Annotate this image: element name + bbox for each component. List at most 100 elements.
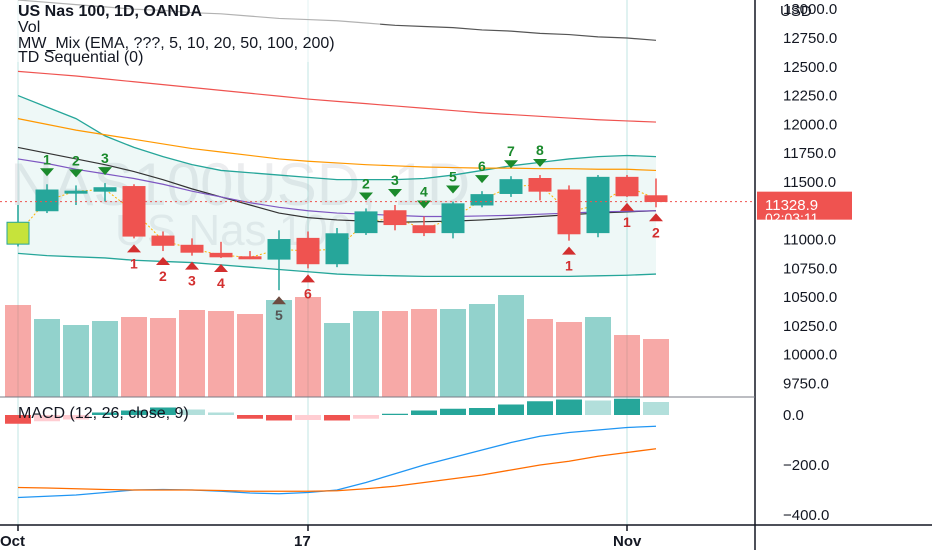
candle[interactable] bbox=[180, 238, 204, 256]
td-arrow-up-icon bbox=[214, 263, 228, 272]
ema-50-line bbox=[17, 118, 657, 172]
candle[interactable] bbox=[267, 230, 291, 291]
candle[interactable] bbox=[325, 228, 349, 268]
macd-histogram-bar bbox=[63, 415, 89, 420]
candle[interactable] bbox=[470, 191, 494, 208]
price-axis[interactable]: USD 13000.0 12750.0 12500.0 12250.0 12000.0 1… bbox=[780, 1, 837, 392]
td-sequential-legend[interactable]: TD Sequential (0) bbox=[18, 49, 143, 66]
td-count-down: 2 bbox=[159, 268, 167, 284]
candle[interactable] bbox=[528, 175, 552, 201]
macd-histogram-bar bbox=[237, 415, 263, 419]
symbol-title[interactable]: US Nas 100, 1D, OANDA bbox=[18, 3, 203, 20]
td-count-down: 1 bbox=[623, 214, 631, 230]
macd-tick-label: 0.0 bbox=[783, 407, 804, 424]
candle[interactable] bbox=[93, 183, 117, 202]
macd-legend[interactable]: MACD (12, 26, close, 9) bbox=[18, 405, 189, 422]
td-count-down: 5 bbox=[275, 307, 283, 323]
td-count-up: 2 bbox=[362, 175, 370, 191]
macd-histogram-bar bbox=[585, 400, 611, 415]
candles[interactable] bbox=[6, 175, 668, 291]
volume-bar bbox=[382, 311, 408, 397]
candle[interactable] bbox=[586, 175, 610, 238]
volume-bar bbox=[34, 319, 60, 397]
td-count-down: 1 bbox=[565, 258, 573, 274]
macd-histogram-bar bbox=[5, 415, 31, 424]
td-arrow-down-icon bbox=[504, 160, 518, 169]
price-tick-label: 11750.0 bbox=[783, 145, 836, 162]
candle[interactable] bbox=[557, 185, 581, 241]
candle[interactable] bbox=[296, 231, 320, 269]
band-lower-line bbox=[17, 252, 657, 278]
macd-histogram-bar bbox=[614, 398, 640, 415]
macd-tick-label: −400.0 bbox=[783, 507, 829, 524]
volume-bar bbox=[295, 297, 321, 397]
volume-bar bbox=[585, 317, 611, 397]
mw-mix-legend[interactable]: MW_Mix (EMA, ???, 5, 10, 20, 50, 100, 20… bbox=[18, 35, 335, 52]
candle[interactable] bbox=[499, 176, 523, 197]
volume-bar bbox=[150, 318, 176, 397]
candle[interactable] bbox=[441, 201, 465, 239]
currency-label: USD bbox=[780, 3, 812, 20]
macd-histogram-bar bbox=[382, 413, 408, 415]
ema-20-line bbox=[17, 146, 657, 223]
price-tick-label: 11500.0 bbox=[783, 174, 836, 191]
macd-tick-label: −200.0 bbox=[783, 457, 829, 474]
macd-histogram-bar bbox=[440, 408, 466, 415]
volume-bar bbox=[353, 311, 379, 397]
price-tick-label: 13000.0 bbox=[783, 1, 837, 18]
td-arrow-up-icon bbox=[272, 296, 286, 305]
td-count-down: 1 bbox=[130, 255, 138, 271]
td-count-up: 3 bbox=[391, 172, 399, 188]
td-sequential-marks: 1 2 3 1 2 3 4 5 6 2 3 4 5 6 7 8 1 1 2 bbox=[40, 142, 663, 323]
candle[interactable] bbox=[35, 184, 59, 214]
volume-bar bbox=[5, 305, 31, 397]
countdown-timer: 02:03:11 bbox=[765, 210, 819, 226]
macd-histogram-bar bbox=[150, 407, 176, 415]
price-tick-label: 10750.0 bbox=[783, 260, 837, 277]
volume-bar bbox=[63, 325, 89, 397]
td-count-down: 3 bbox=[188, 273, 196, 289]
ema-10-line bbox=[17, 158, 657, 218]
macd-histogram-bar bbox=[121, 410, 147, 415]
macd-histogram-bar bbox=[92, 412, 118, 415]
candle[interactable] bbox=[122, 184, 146, 239]
candle[interactable] bbox=[209, 241, 233, 258]
macd-histogram-bar bbox=[411, 410, 437, 415]
macd-histogram-bar bbox=[498, 404, 524, 415]
td-count-up: 2 bbox=[72, 152, 80, 168]
time-axis[interactable]: Oct 17 Nov bbox=[0, 525, 642, 550]
td-count-down: 6 bbox=[304, 285, 312, 301]
td-arrow-down-icon bbox=[388, 188, 402, 197]
macd-histogram-bar bbox=[527, 401, 553, 415]
vol-legend[interactable]: Vol bbox=[18, 19, 40, 36]
volume-bar bbox=[527, 319, 553, 397]
candle[interactable] bbox=[151, 231, 175, 252]
volume-bar bbox=[179, 310, 205, 397]
candle[interactable] bbox=[238, 251, 262, 260]
macd-histogram-bar bbox=[556, 399, 582, 415]
td-count-up: 5 bbox=[449, 169, 457, 185]
volume-bar bbox=[556, 322, 582, 397]
volume-bar bbox=[469, 304, 495, 397]
candle[interactable] bbox=[6, 204, 30, 247]
td-arrow-up-icon bbox=[649, 213, 663, 222]
candle[interactable] bbox=[354, 208, 378, 235]
td-count-up: 6 bbox=[478, 158, 486, 174]
volume-bar bbox=[411, 309, 437, 397]
macd-pane bbox=[5, 398, 669, 499]
td-arrow-down-icon bbox=[40, 168, 54, 177]
candle[interactable] bbox=[383, 204, 407, 231]
td-count-up: 4 bbox=[420, 184, 428, 200]
td-count-up: 1 bbox=[43, 151, 51, 167]
td-arrow-down-icon bbox=[475, 175, 489, 184]
candle[interactable] bbox=[615, 175, 639, 197]
last-price-badge: 11328.9 02:03:11 bbox=[757, 191, 852, 226]
candle[interactable] bbox=[412, 216, 436, 237]
price-tick-label: 10000.0 bbox=[783, 347, 837, 364]
price-tick-label: 12250.0 bbox=[783, 88, 837, 105]
macd-axis[interactable]: 0.0 −200.0 −400.0 bbox=[783, 407, 829, 524]
volume-bar bbox=[237, 314, 263, 397]
time-tick-label: 17 bbox=[294, 533, 311, 550]
price-tick-label: 12000.0 bbox=[783, 116, 837, 133]
